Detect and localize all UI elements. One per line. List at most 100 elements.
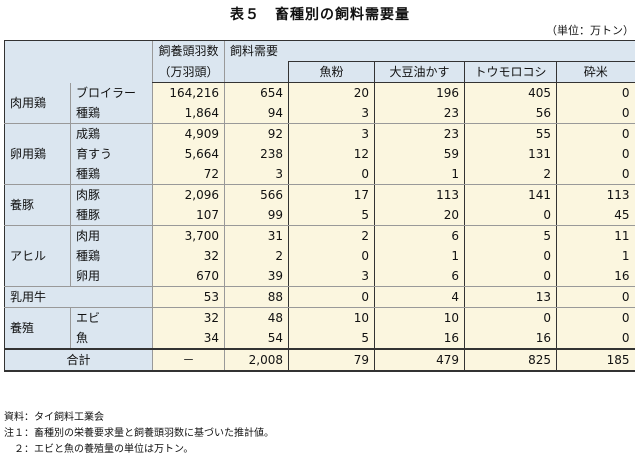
fishmeal-cell: 10 [288, 307, 375, 328]
rice-cell: 0 [556, 164, 635, 185]
corn-cell: 13 [464, 286, 557, 308]
demand-cell: 54 [224, 328, 289, 349]
subcategory-label: 種鶏 [70, 164, 153, 185]
heads-cell: 164,216 [152, 82, 225, 103]
rice-cell: 0 [556, 82, 635, 103]
rice-cell: 0 [556, 286, 635, 308]
category-label: 養殖 [4, 307, 71, 349]
footnote-2: ２：エビと魚の養殖量の単位は万トン。 [4, 444, 194, 455]
fishmeal-cell: 5 [288, 205, 375, 226]
fishmeal-cell: 3 [288, 266, 375, 287]
fishmeal-cell: 0 [288, 286, 375, 308]
category-label: 肉用鶏 [4, 82, 71, 124]
total-heads: － [152, 348, 225, 372]
total-demand: 2,008 [224, 348, 289, 372]
total-rice: 185 [556, 348, 635, 372]
footnotes: 資料：タイ飼料工業会 注１：畜種別の栄養要求量と飼養頭羽数に基づいた推計値。 ２… [4, 410, 274, 458]
subcategory-label: ブロイラー [70, 82, 153, 103]
heads-cell: 5,664 [152, 144, 225, 164]
soymeal-cell: 113 [374, 184, 465, 205]
header-corn: トウモロコシ [464, 61, 557, 83]
subcategory-label: 種鶏 [70, 246, 153, 266]
heads-cell: 107 [152, 205, 225, 226]
subcategory-label: 成鶏 [70, 123, 153, 144]
heads-cell: 1,864 [152, 103, 225, 124]
corn-cell: 56 [464, 103, 557, 124]
fishmeal-cell: 5 [288, 328, 375, 349]
header-demand-blank [224, 61, 289, 83]
demand-cell: 48 [224, 307, 289, 328]
header-demand: 飼料需要 [224, 40, 289, 62]
soymeal-cell: 1 [374, 164, 465, 185]
rice-cell: 113 [556, 184, 635, 205]
total-label: 合計 [4, 348, 153, 372]
total-soymeal: 479 [374, 348, 465, 372]
heads-cell: 34 [152, 328, 225, 349]
demand-cell: 238 [224, 144, 289, 164]
demand-cell: 654 [224, 82, 289, 103]
soymeal-cell: 6 [374, 266, 465, 287]
corn-cell: 405 [464, 82, 557, 103]
subcategory-label: エビ [70, 307, 153, 328]
corn-cell: 0 [464, 246, 557, 266]
fishmeal-cell: 0 [288, 164, 375, 185]
rice-cell: 11 [556, 225, 635, 246]
soymeal-cell: 16 [374, 328, 465, 349]
category-label: 養豚 [4, 184, 71, 226]
category-label: 乳用牛 [4, 286, 153, 308]
demand-cell: 39 [224, 266, 289, 287]
header-heads: 飼養頭羽数 [152, 40, 225, 62]
heads-cell: 32 [152, 246, 225, 266]
subcategory-label: 種豚 [70, 205, 153, 226]
corn-cell: 16 [464, 328, 557, 349]
corn-cell: 141 [464, 184, 557, 205]
subcategory-label: 魚 [70, 328, 153, 349]
corn-cell: 131 [464, 144, 557, 164]
fishmeal-cell: 20 [288, 82, 375, 103]
soymeal-cell: 23 [374, 123, 465, 144]
header-fishmeal: 魚粉 [288, 61, 375, 83]
corn-cell: 0 [464, 307, 557, 328]
footnote-1: 注１：畜種別の栄養要求量と飼養頭羽数に基づいた推計値。 [4, 428, 274, 439]
corn-cell: 2 [464, 164, 557, 185]
table-title: 表５ 畜種別の飼料需要量 [230, 7, 410, 23]
heads-cell: 4,909 [152, 123, 225, 144]
heads-cell: 53 [152, 286, 225, 308]
demand-cell: 99 [224, 205, 289, 226]
fishmeal-cell: 0 [288, 246, 375, 266]
heads-cell: 32 [152, 307, 225, 328]
rice-cell: 0 [556, 103, 635, 124]
subcategory-label: 育すう [70, 144, 153, 164]
feed-demand-table: 飼養頭羽数 飼料需要 （万羽頭） 魚粉 大豆油かす トウモロコシ 砕米 肉用鶏 … [4, 40, 635, 372]
header-spacer [288, 40, 635, 62]
header-blank-cell [4, 40, 153, 83]
soymeal-cell: 1 [374, 246, 465, 266]
header-heads-unit: （万羽頭） [152, 61, 225, 83]
demand-cell: 2 [224, 246, 289, 266]
fishmeal-cell: 3 [288, 123, 375, 144]
subcategory-label: 卵用 [70, 266, 153, 287]
total-fishmeal: 79 [288, 348, 375, 372]
fishmeal-cell: 2 [288, 225, 375, 246]
category-label: 卵用鶏 [4, 123, 71, 185]
rice-cell: 45 [556, 205, 635, 226]
fishmeal-cell: 17 [288, 184, 375, 205]
soymeal-cell: 20 [374, 205, 465, 226]
header-soymeal: 大豆油かす [374, 61, 465, 83]
soymeal-cell: 59 [374, 144, 465, 164]
total-corn: 825 [464, 348, 557, 372]
demand-cell: 566 [224, 184, 289, 205]
subcategory-label: 種鶏 [70, 103, 153, 124]
demand-cell: 94 [224, 103, 289, 124]
rice-cell: 0 [556, 307, 635, 328]
corn-cell: 55 [464, 123, 557, 144]
rice-cell: 16 [556, 266, 635, 287]
corn-cell: 0 [464, 205, 557, 226]
rice-cell: 1 [556, 246, 635, 266]
rice-cell: 0 [556, 123, 635, 144]
demand-cell: 92 [224, 123, 289, 144]
soymeal-cell: 23 [374, 103, 465, 124]
corn-cell: 0 [464, 266, 557, 287]
subcategory-label: 肉豚 [70, 184, 153, 205]
demand-cell: 3 [224, 164, 289, 185]
